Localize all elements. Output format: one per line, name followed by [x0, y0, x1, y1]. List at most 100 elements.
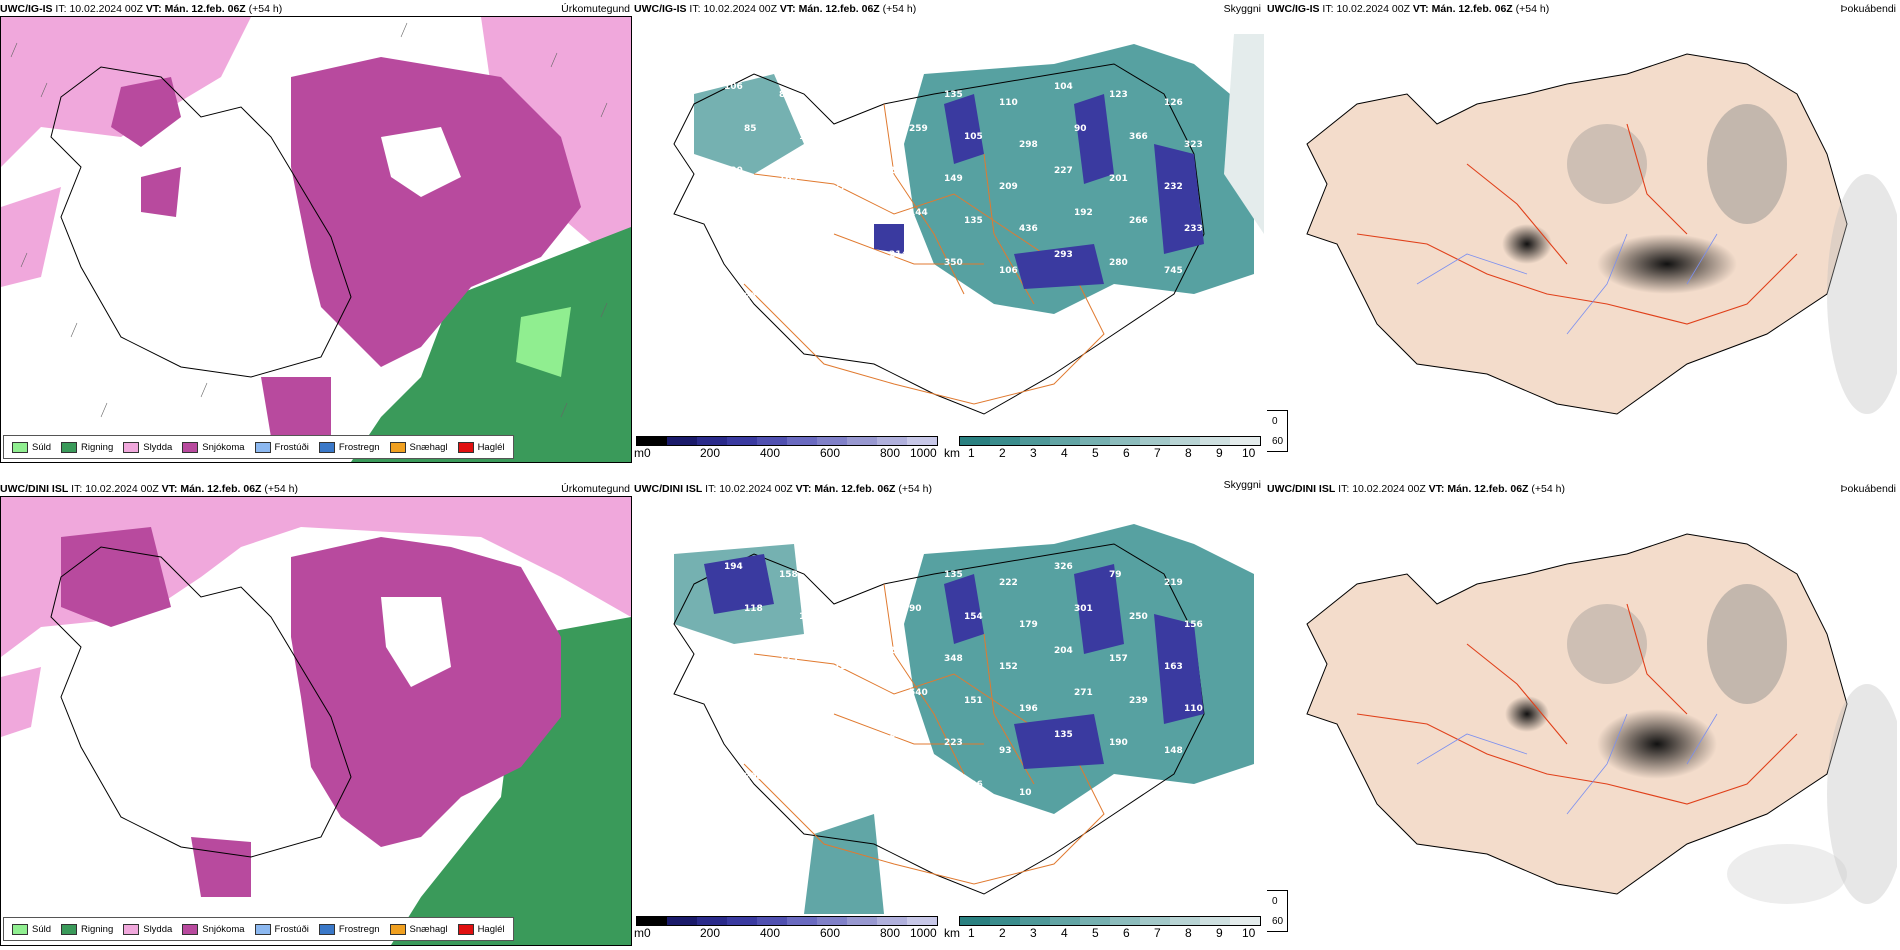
legend-swatch: [318, 441, 335, 453]
visibility-value-label: 353: [834, 98, 853, 108]
visibility-value-label: 222: [889, 730, 908, 740]
panel-header: UWC/DINI ISL IT: 10.02.2024 00Z VT: Mán.…: [0, 480, 298, 498]
visibility-value-label: 149: [944, 174, 963, 184]
vt-label: VT:: [795, 483, 812, 495]
vt-value: Mán. 12.feb. 06Z: [180, 483, 262, 495]
legend-swatch: [12, 923, 28, 935]
visibility-value-label: 180: [799, 132, 818, 142]
visibility-value-label: 206: [834, 266, 853, 276]
visibility-value-label: 106: [724, 82, 743, 92]
legend-item: Frostúði: [254, 441, 309, 453]
visibility-value-label: 110: [999, 98, 1018, 108]
colorbar-segment: [697, 917, 727, 925]
visibility-colorbar-ticks: km 1 2 3 4 5 6 7 8 9 10: [944, 446, 1264, 460]
visibility-value-label: 80: [834, 578, 847, 588]
visibility-value-label: 209: [999, 182, 1018, 192]
ptype-map: [1, 17, 631, 462]
vt-value: Mán. 12.feb. 06Z: [164, 3, 246, 15]
model-name: UWC/IG-IS: [1267, 3, 1320, 15]
tick-label: 200: [700, 446, 721, 460]
visibility-value-label: 323: [1184, 140, 1203, 150]
visibility-colorbar: [959, 916, 1261, 926]
colorbar-segment: [1140, 917, 1170, 925]
colorbar-segment: [817, 917, 847, 925]
visibility-value-label: 28: [744, 292, 757, 302]
legend-item: Slydda: [123, 441, 172, 453]
colorbar-segment: [637, 917, 667, 925]
vt-value: Mán. 12.feb. 06Z: [1431, 3, 1513, 15]
fog-legend-item: 60: [1267, 911, 1287, 931]
visibility-value-label: 211: [889, 166, 908, 176]
colorbar-segment: [960, 917, 990, 925]
tick-label: 5: [1092, 926, 1099, 940]
visibility-value-label: 98: [854, 620, 867, 630]
tick-label: 2: [999, 446, 1006, 460]
map-frame: Súld Rigning Slydda Snjókoma Frostúði Fr…: [0, 496, 632, 946]
tick-label: 7: [1154, 926, 1161, 940]
visibility-value-label: 135: [944, 570, 963, 580]
legend-swatch: [123, 441, 140, 453]
it-value: 10.02.2024 00Z: [703, 3, 777, 15]
visibility-value-label: 326: [1054, 562, 1073, 572]
tick-label: 1: [968, 926, 975, 940]
visibility-value-label: 110: [1184, 704, 1203, 714]
tick-label: 2: [999, 926, 1006, 940]
vt-value: Mán. 12.feb. 06Z: [1447, 483, 1529, 495]
fog-legend: 0 60: [1267, 410, 1289, 452]
fog-legend-item: 60: [1267, 431, 1287, 451]
it-label: IT:: [55, 3, 67, 15]
visibility-colorbar-ticks: km 1 2 3 4 5 6 7 8 9 10: [944, 926, 1264, 940]
tick-label: 4: [1061, 446, 1068, 460]
ptype-panel-row2: UWC/DINI ISL IT: 10.02.2024 00Z VT: Mán.…: [0, 480, 634, 950]
ptype-legend: Súld Rigning Slydda Snjókoma Frostúði Fr…: [3, 917, 514, 941]
visibility-value-label: 135: [944, 90, 963, 100]
panel-header: UWC/IG-IS IT: 10.02.2024 00Z VT: Mán. 12…: [0, 0, 282, 18]
colorbar-segment: [1110, 917, 1140, 925]
tick-label: 6: [1123, 926, 1130, 940]
visibility-value-label: 277: [834, 182, 853, 192]
visibility-value-label: 280: [1109, 258, 1128, 268]
visibility-value-label: 232: [1164, 182, 1183, 192]
visibility-values: 106 87 353 10 135 110 104 123 126 85 180 151 259 105 2…: [724, 82, 1203, 310]
visibility-value-label: 219: [1164, 578, 1183, 588]
visibility-value-label: 126: [1164, 98, 1183, 108]
tick-label: 600: [820, 446, 841, 460]
tick-label: 1000: [910, 446, 937, 460]
panel-title: Þokuábendi: [1840, 483, 1896, 495]
fog-map: [1306, 533, 1897, 904]
panel-title: Úrkomutegund: [561, 483, 630, 495]
legend-item: Frostregn: [318, 441, 380, 453]
tick-label: 3: [1030, 446, 1037, 460]
tick-label: 8: [1185, 926, 1192, 940]
visibility-value-label: 117: [854, 704, 873, 714]
tick-label: 1: [968, 446, 975, 460]
model-name: UWC/DINI ISL: [0, 483, 69, 495]
visibility-value-label: 293: [1054, 250, 1073, 260]
colorbar-segment: [1170, 437, 1200, 445]
fog-map: [1306, 53, 1897, 415]
visibility-value-label: 157: [1109, 654, 1128, 664]
legend-item: Rigning: [61, 441, 113, 453]
visibility-value-label: 123: [1109, 90, 1128, 100]
terrain-unit: m: [634, 926, 644, 940]
legend-item: Snjókoma: [182, 923, 245, 935]
colorbar-segment: [1020, 437, 1050, 445]
tick-label: 400: [760, 446, 781, 460]
terrain-colorbar-ticks: m 0 200 400 600 800 1000: [634, 926, 944, 940]
colorbar-segment: [990, 917, 1020, 925]
visibility-value-label: 179: [799, 780, 818, 790]
lead-time: (+54 h): [1531, 483, 1565, 495]
colorbar-segment: [847, 917, 877, 925]
visibility-value-label: 151: [964, 696, 983, 706]
ptype-legend: Súld Rigning Slydda Snjókoma Frostúði Fr…: [3, 435, 514, 459]
colorbar-segment: [757, 917, 787, 925]
model-name: UWC/DINI ISL: [1267, 483, 1336, 495]
visibility-value-label: 233: [744, 688, 763, 698]
visibility-value-label: 540: [909, 688, 928, 698]
vt-value: Mán. 12.feb. 06Z: [798, 3, 880, 15]
legend-item: Snjókoma: [182, 441, 245, 453]
fog-legend: 0 60: [1267, 890, 1289, 932]
tick-label: 3: [1030, 926, 1037, 940]
visibility-value-label: 148: [1164, 746, 1183, 756]
visibility-value-label: 208: [744, 772, 763, 782]
